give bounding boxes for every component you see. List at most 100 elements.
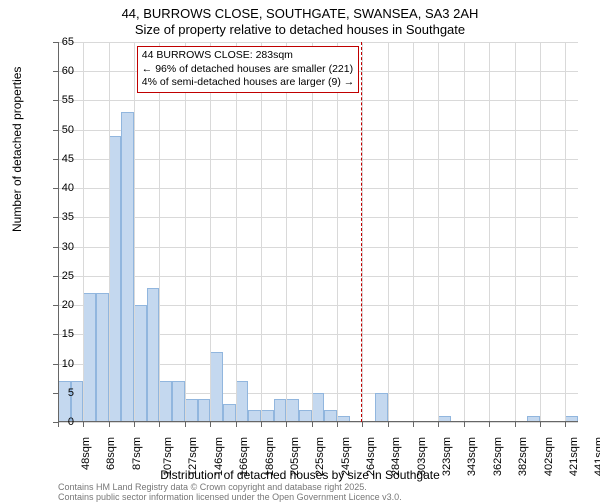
y-tick-label: 0 [44,416,74,428]
histogram-bar [198,399,211,422]
grid-line-h [58,100,578,101]
x-tick-mark [134,422,135,427]
footnote-line1: Contains HM Land Registry data © Crown c… [58,482,367,492]
x-tick-label: 107sqm [162,437,174,476]
histogram-bar [185,399,198,422]
x-tick-label: 402sqm [543,437,555,476]
grid-line-h [58,422,578,423]
grid-line-v [261,42,262,422]
x-tick-mark [312,422,313,427]
grid-line-v [337,42,338,422]
x-tick-label: 205sqm [289,437,301,476]
y-tick-label: 5 [44,387,74,399]
x-tick-label: 421sqm [568,437,580,476]
histogram-bar [210,352,223,422]
y-tick-label: 10 [44,358,74,370]
y-tick-label: 45 [44,153,74,165]
x-tick-mark [185,422,186,427]
grid-line-v [489,42,490,422]
x-tick-mark [464,422,465,427]
grid-line-v [83,42,84,422]
y-tick-label: 15 [44,328,74,340]
x-tick-mark [388,422,389,427]
chart-container: 44, BURROWS CLOSE, SOUTHGATE, SWANSEA, S… [0,0,600,500]
x-axis-line [58,421,578,422]
x-tick-mark [337,422,338,427]
grid-line-h [58,188,578,189]
grid-line-v [185,42,186,422]
grid-line-h [58,130,578,131]
y-tick-label: 25 [44,270,74,282]
grid-line-v [109,42,110,422]
x-tick-mark [261,422,262,427]
histogram-bar [375,393,388,422]
x-tick-mark [210,422,211,427]
x-tick-label: 127sqm [188,437,200,476]
y-tick-label: 60 [44,65,74,77]
histogram-bar [236,381,249,422]
x-tick-label: 303sqm [416,437,428,476]
x-tick-label: 323sqm [441,437,453,476]
grid-line-v [362,42,363,422]
plot-area: 44 BURROWS CLOSE: 283sqm ← 96% of detach… [58,42,578,422]
x-tick-label: 362sqm [492,437,504,476]
grid-line-v [236,42,237,422]
x-tick-label: 284sqm [391,437,403,476]
x-tick-mark [565,422,566,427]
grid-line-h [58,247,578,248]
annotation-box: 44 BURROWS CLOSE: 283sqm ← 96% of detach… [137,46,359,93]
x-tick-mark [489,422,490,427]
histogram-bar [159,381,172,422]
y-tick-label: 35 [44,211,74,223]
grid-line-v [438,42,439,422]
grid-line-v [540,42,541,422]
histogram-bar [312,393,325,422]
y-tick-label: 65 [44,36,74,48]
x-tick-mark [438,422,439,427]
grid-line-v [286,42,287,422]
grid-line-h [58,159,578,160]
histogram-bar [109,136,122,422]
x-tick-mark [159,422,160,427]
x-tick-mark [362,422,363,427]
y-tick-label: 40 [44,182,74,194]
x-tick-mark [236,422,237,427]
grid-line-h [58,217,578,218]
grid-line-v [413,42,414,422]
x-tick-label: 264sqm [365,437,377,476]
annotation-line2: ← 96% of detached houses are smaller (22… [142,63,354,77]
grid-line-h [58,42,578,43]
y-axis-label: Number of detached properties [10,67,24,232]
histogram-bar [172,381,185,422]
x-tick-label: 146sqm [213,437,225,476]
x-tick-mark [109,422,110,427]
x-tick-label: 186sqm [264,437,276,476]
histogram-bar [286,399,299,422]
grid-line-v [464,42,465,422]
histogram-bar [274,399,287,422]
annotation-line3: 4% of semi-detached houses are larger (9… [142,76,354,90]
x-tick-mark [286,422,287,427]
histogram-bar [147,288,160,422]
grid-line-v [134,42,135,422]
x-tick-mark [540,422,541,427]
x-tick-label: 441sqm [593,437,600,476]
annotation-line1: 44 BURROWS CLOSE: 283sqm [142,49,354,63]
histogram-bar [121,112,134,422]
x-tick-mark [515,422,516,427]
chart-title-line2: Size of property relative to detached ho… [0,22,600,37]
histogram-bar [223,404,236,422]
y-tick-label: 20 [44,299,74,311]
x-tick-label: 166sqm [238,437,250,476]
x-tick-label: 87sqm [131,437,143,470]
x-tick-label: 48sqm [80,437,92,470]
histogram-bar [134,305,147,422]
footnote-line2: Contains public sector information licen… [58,492,402,502]
histogram-bar [96,293,109,422]
grid-line-h [58,276,578,277]
x-tick-label: 225sqm [314,437,326,476]
grid-line-v [210,42,211,422]
chart-title-line1: 44, BURROWS CLOSE, SOUTHGATE, SWANSEA, S… [0,6,600,21]
x-tick-label: 68sqm [105,437,117,470]
y-tick-label: 30 [44,241,74,253]
